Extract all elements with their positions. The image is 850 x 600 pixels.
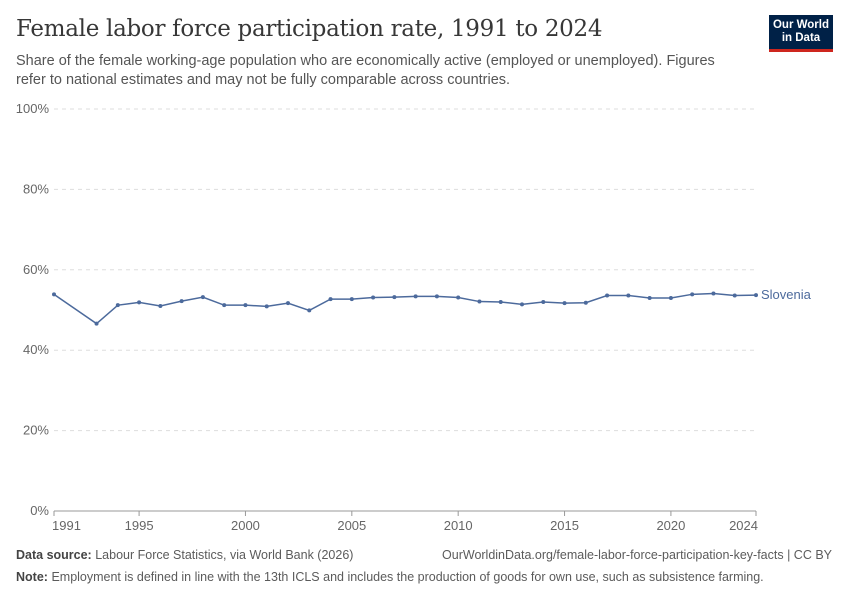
data-point (477, 299, 482, 304)
data-point (541, 299, 546, 304)
data-point (605, 293, 610, 298)
data-point (434, 294, 439, 299)
y-tick-label: 60% (23, 262, 49, 277)
x-tick-label: 1991 (52, 518, 81, 533)
chart-title: Female labor force participation rate, 1… (16, 16, 603, 42)
data-source: Data source: Labour Force Statistics, vi… (16, 548, 354, 562)
data-point (754, 293, 758, 298)
series-label: Slovenia (761, 287, 812, 302)
data-point (626, 293, 631, 298)
data-point (562, 301, 567, 306)
data-point (158, 303, 163, 308)
data-point (711, 291, 716, 296)
y-tick-label: 40% (23, 342, 49, 357)
data-point (520, 302, 524, 307)
x-tick-label: 1995 (125, 518, 154, 533)
data-point (94, 321, 99, 326)
data-point (349, 297, 354, 302)
data-point (392, 295, 397, 300)
y-tick-label: 20% (23, 423, 49, 438)
data-point (328, 297, 333, 302)
source-url[interactable]: OurWorldinData.org/female-labor-force-pa… (442, 548, 832, 562)
data-point (456, 295, 461, 300)
data-point (137, 300, 142, 305)
data-point (243, 303, 248, 308)
y-tick-label: 100% (16, 101, 50, 116)
x-tick-label: 2005 (337, 518, 366, 533)
data-point (371, 295, 376, 300)
y-tick-label: 80% (23, 181, 49, 196)
data-point (200, 295, 205, 300)
data-point (264, 304, 269, 309)
data-point (413, 294, 418, 299)
data-point (52, 292, 56, 297)
data-point (286, 301, 290, 306)
x-tick-label: 2020 (656, 518, 685, 533)
owid-logo[interactable]: Our World in Data (769, 15, 833, 52)
x-tick-label: 2000 (231, 518, 260, 533)
data-point (647, 295, 652, 300)
data-point (690, 292, 695, 297)
data-point (179, 299, 184, 304)
x-tick-label: 2024 (729, 518, 758, 533)
data-point (732, 293, 737, 298)
data-point (222, 303, 227, 308)
note: Note: Employment is defined in line with… (16, 570, 764, 584)
data-point (583, 300, 588, 305)
data-point (115, 303, 120, 308)
data-point (498, 299, 503, 304)
chart-subtitle: Share of the female working-age populati… (16, 53, 715, 88)
data-point (668, 295, 673, 300)
x-tick-label: 2010 (444, 518, 473, 533)
data-point (307, 308, 312, 313)
y-tick-label: 0% (30, 503, 49, 518)
x-tick-label: 2015 (550, 518, 579, 533)
